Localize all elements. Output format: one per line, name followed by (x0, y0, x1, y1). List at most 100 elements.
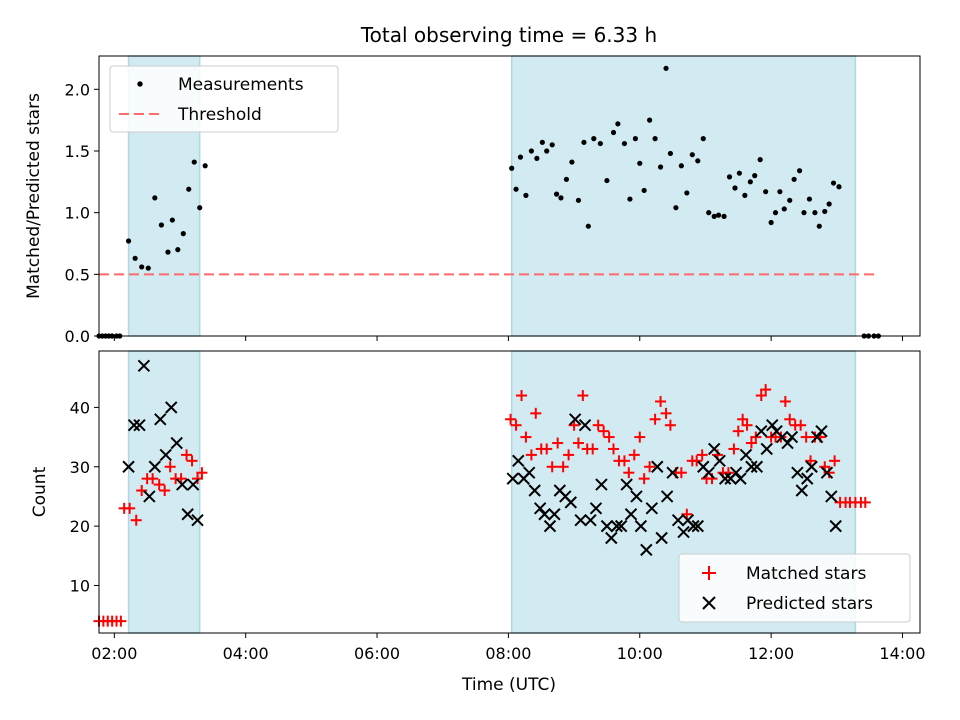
matched-star-point (130, 514, 142, 526)
matched-star-point (691, 455, 703, 467)
predicted-star-point (825, 490, 838, 503)
legend-threshold-label: Threshold (177, 105, 262, 125)
predicted-star-point (713, 454, 726, 468)
predicted-star-point (718, 472, 732, 485)
predicted-star-point (165, 401, 178, 414)
x-axis-label: Time (UTC) (461, 675, 556, 695)
predicted-star-point (127, 419, 141, 432)
measurement-point (139, 264, 145, 270)
measurement-point (684, 190, 690, 196)
predicted-star-point (574, 513, 587, 527)
top-plot-frame (98, 55, 921, 337)
measurement-point (523, 192, 529, 198)
legend-matched-label: Matched stars (746, 564, 866, 584)
y-tick-label: 2.0 (65, 80, 90, 99)
predicted-star-point (600, 519, 614, 533)
matched-star-point (153, 479, 165, 491)
predicted-star-point (538, 508, 551, 521)
predicted-star-point (578, 419, 592, 432)
predicted-star-point (760, 442, 773, 456)
y-tick-label: 1.5 (65, 142, 90, 161)
predicted-star-point (815, 424, 828, 438)
predicted-star-point (660, 490, 674, 503)
measurement-point (721, 213, 727, 219)
predicted-star-point (766, 419, 779, 432)
matched-star-point (741, 419, 753, 431)
measurement-point (627, 196, 633, 202)
predicted-star-point (781, 436, 794, 450)
matched-star-point (859, 496, 871, 508)
matched-star-point (136, 485, 148, 497)
matched-star-point (557, 461, 569, 473)
measurement-point (563, 176, 570, 182)
matched-star-point (577, 390, 589, 402)
measurement-point (711, 213, 717, 219)
matched-star-point (587, 443, 599, 455)
measurement-point (826, 201, 832, 207)
measurement-point (772, 210, 779, 216)
matched-star-point (696, 449, 708, 461)
predicted-star-point (154, 413, 167, 426)
predicted-star-point (805, 460, 818, 473)
predicted-star-point (810, 430, 824, 444)
predicted-star-point (677, 525, 690, 539)
matched-star-point (644, 461, 656, 473)
matched-star-point (728, 443, 740, 455)
bottom-legend-box (678, 553, 911, 623)
measurement-point (581, 139, 587, 145)
top-panel: 0.00.51.01.52.0 Matched/Predicted stars … (24, 55, 921, 346)
predicted-star-point (148, 460, 162, 473)
top-y-axis-label: Matched/Predicted stars (24, 93, 44, 299)
predicted-star-point (651, 460, 664, 473)
matched-star-point (732, 425, 744, 437)
predicted-star-point (687, 519, 700, 533)
matched-star-point (572, 437, 584, 449)
measurement-point (165, 249, 171, 255)
bottom-plot-frame (98, 350, 921, 634)
matched-star-point (638, 473, 650, 485)
measurement-point (539, 139, 545, 145)
predicted-star-point (143, 490, 156, 503)
measurement-point (663, 65, 669, 71)
predicted-star-point (605, 531, 618, 545)
measurement-point (604, 177, 610, 184)
predicted-star-point (614, 519, 628, 533)
predicted-star-point (801, 472, 814, 485)
measurement-point (695, 158, 701, 164)
predicted-star-point (750, 460, 764, 473)
matched-star-point (546, 461, 558, 473)
predicted-star-point (522, 466, 536, 479)
matched-star-points (93, 384, 871, 627)
matched-star-point (196, 467, 208, 479)
x-tick-label: 04:00 (223, 644, 269, 663)
bottom-x-ticks: 02:00 04:00 06:00 08:00 10:00 12:00 14:00 (91, 633, 926, 663)
y-tick-label: 30 (70, 458, 90, 477)
predicted-star-point (506, 472, 519, 485)
measurement-point (777, 189, 783, 195)
matched-star-point (516, 390, 528, 402)
predicted-star-point (791, 466, 804, 479)
predicted-star-point (707, 442, 721, 456)
matched-star-point (541, 443, 553, 455)
measurement-point (158, 222, 164, 228)
matched-star-point (520, 431, 532, 443)
matched-star-point (124, 502, 136, 514)
top-legend: Measurements Threshold (109, 65, 339, 133)
matched-star-point (660, 407, 672, 419)
predicted-star-point (584, 513, 597, 527)
y-tick-label: 0.5 (65, 265, 90, 284)
measurement-point (812, 210, 818, 216)
matched-star-point (760, 384, 772, 396)
predicted-star-point (745, 460, 758, 473)
bottom-legend: Matched stars Predicted stars (678, 553, 911, 623)
predicted-star-point (170, 436, 183, 450)
matched-star-point (649, 413, 661, 425)
predicted-star-point (795, 484, 808, 497)
matched-star-point (510, 419, 522, 431)
predicted-star-point (630, 490, 643, 503)
measurement-point (757, 157, 763, 163)
matched-star-point (628, 449, 640, 461)
measurement-point (641, 187, 647, 194)
legend-predicted-marker (702, 596, 716, 610)
predicted-star-point (610, 519, 623, 533)
